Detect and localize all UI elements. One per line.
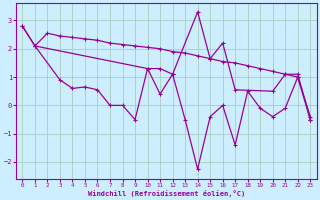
- X-axis label: Windchill (Refroidissement éolien,°C): Windchill (Refroidissement éolien,°C): [88, 190, 245, 197]
